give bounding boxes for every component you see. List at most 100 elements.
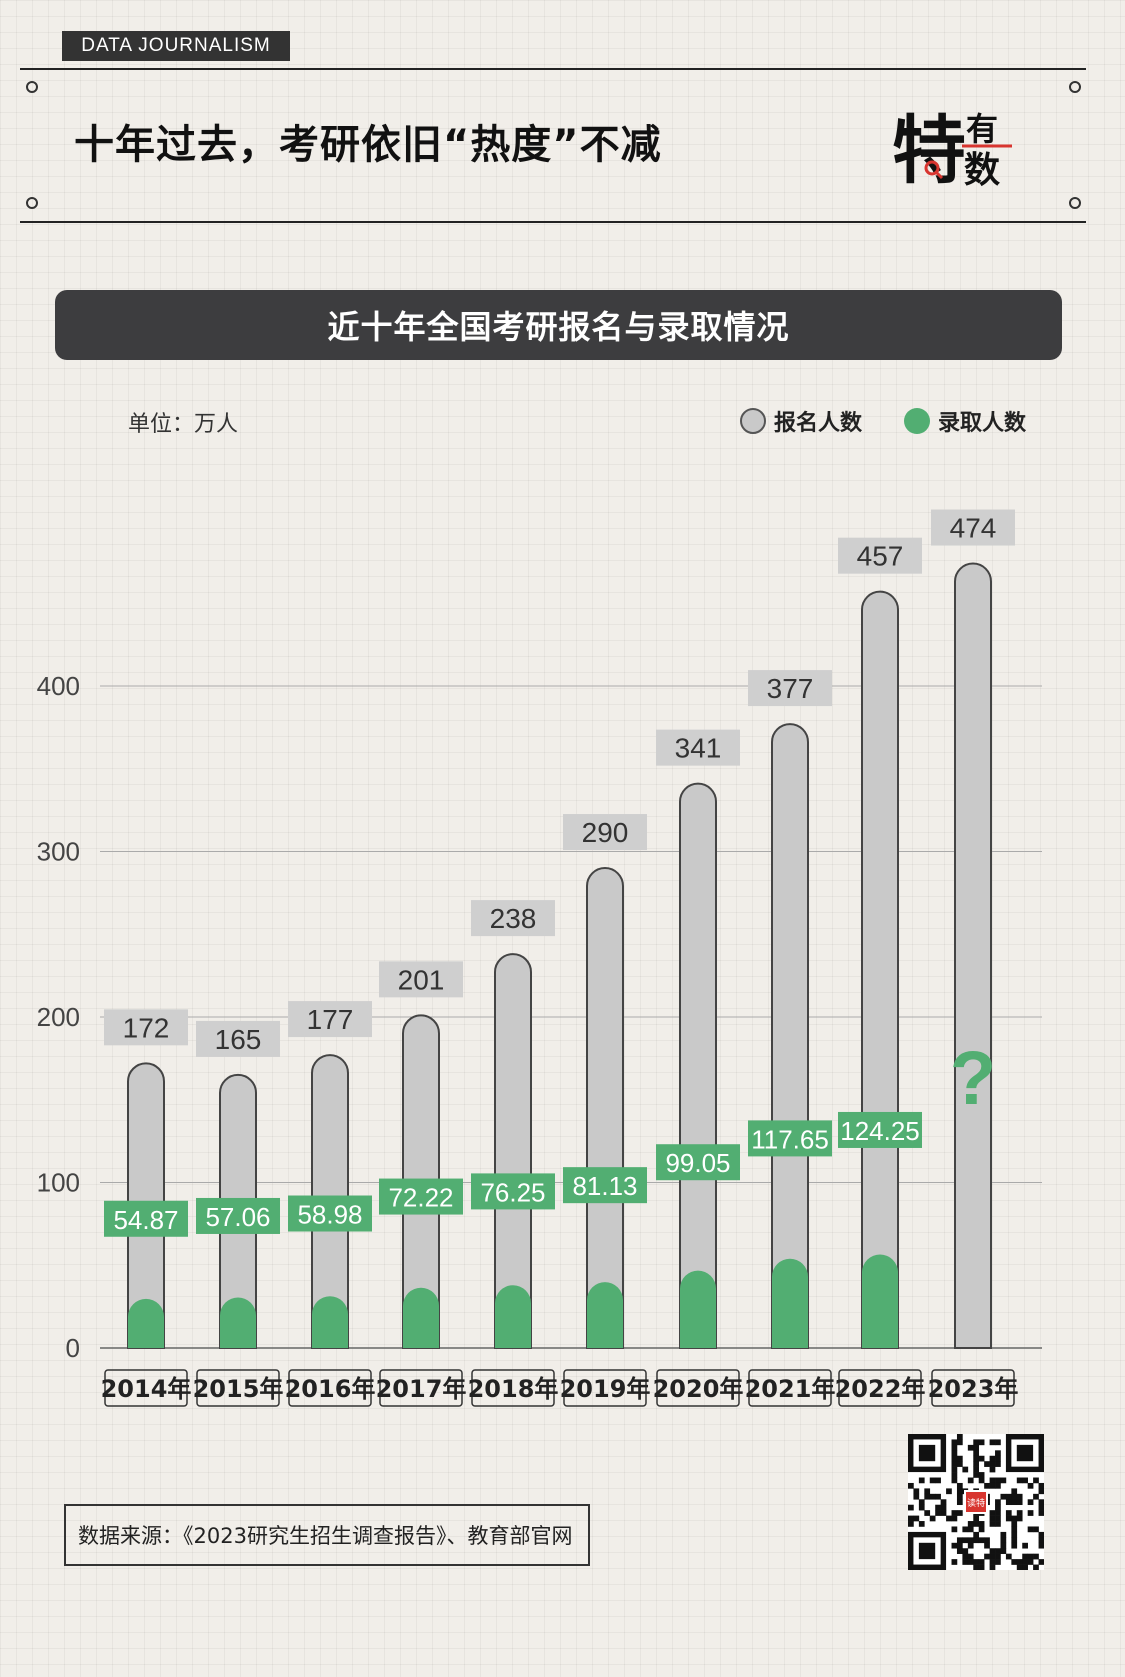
registration-value-label: 238: [490, 903, 537, 934]
admission-bar: [128, 1298, 164, 1348]
admission-bar: [403, 1287, 439, 1348]
admission-label-box: [379, 1178, 463, 1215]
registration-bar: [679, 782, 717, 1349]
x-tick-label: 2018年: [468, 1375, 559, 1403]
year-label-box: [748, 1369, 832, 1407]
admission-value-label: 99.05: [665, 1148, 730, 1178]
unit-label: 单位：万人: [128, 412, 239, 437]
admission-label-box: [471, 1173, 555, 1210]
admission-value-label: 124.25: [840, 1116, 920, 1146]
corner-dot: [1069, 197, 1081, 209]
registration-label-box: [748, 670, 832, 707]
corner-dot: [26, 81, 38, 93]
registration-value-label: 177: [307, 1004, 354, 1035]
admission-bar: [220, 1297, 256, 1348]
year-label-box: [104, 1369, 188, 1407]
header-top-rule: [20, 68, 1086, 70]
corner-dot: [1069, 81, 1081, 93]
admission-value-label: 81.13: [572, 1171, 637, 1201]
svg-text:有: 有: [966, 110, 998, 148]
year-label-box: [379, 1369, 463, 1407]
y-tick-label: 300: [37, 837, 80, 867]
x-tick-label: 2015年: [193, 1375, 284, 1403]
admission-label-box: [656, 1144, 740, 1181]
registration-value-label: 165: [215, 1024, 262, 1055]
registration-bar: [771, 723, 809, 1349]
registration-label-box: [288, 1001, 372, 1038]
admission-value-label: 117.65: [751, 1124, 829, 1154]
x-tick-label: 2020年: [653, 1375, 744, 1403]
registration-label-box: [471, 900, 555, 937]
admission-bar: [862, 1254, 898, 1348]
registration-value-label: 290: [582, 817, 629, 848]
x-tick-label: 2023年: [928, 1375, 1019, 1403]
year-label-box: [838, 1369, 922, 1407]
admission-label-box: [288, 1195, 372, 1232]
year-label-box: [288, 1369, 372, 1407]
page-title: 十年过去，考研依旧“热度”不减: [74, 122, 662, 168]
x-tick-label: 2021年: [745, 1375, 836, 1403]
chart-title-banner: 近十年全国考研报名与录取情况: [55, 290, 1062, 360]
admission-bar: [680, 1270, 716, 1348]
legend-swatch-green: [904, 408, 930, 434]
registration-label-box: [656, 729, 740, 766]
admission-label-box: [748, 1120, 832, 1157]
x-tick-label: 2017年: [376, 1375, 467, 1403]
x-tick-label: 2016年: [285, 1375, 376, 1403]
y-tick-label: 100: [37, 1168, 80, 1198]
y-tick-label: 0: [66, 1333, 80, 1363]
legend-label: 录取人数: [938, 411, 1027, 436]
admission-label-box: [104, 1200, 188, 1237]
registration-bar: [494, 953, 532, 1349]
svg-text:特: 特: [892, 108, 966, 193]
registration-label-box: [104, 1009, 188, 1046]
year-label-box: [471, 1369, 555, 1407]
x-tick-label: 2019年: [560, 1375, 651, 1403]
year-label-box: [563, 1369, 647, 1407]
registration-label-box: [931, 509, 1015, 546]
admission-label-box: [196, 1197, 280, 1234]
registration-bar: [954, 562, 992, 1349]
admission-value-label: 76.25: [480, 1177, 545, 1207]
svg-text:数: 数: [964, 150, 1000, 191]
legend-label: 报名人数: [774, 411, 863, 436]
legend-item-registrations: 报名人数: [740, 405, 862, 437]
registration-label-box: [563, 814, 647, 851]
registration-value-label: 172: [123, 1012, 170, 1043]
registration-bar: [861, 590, 899, 1349]
unknown-admission-marker: ?: [950, 1036, 996, 1121]
bar-chart: 0 100 200 300 400 172 54.87 2014年 165 57.06 2015年 1…: [37, 509, 1042, 1407]
year-label-box: [196, 1369, 280, 1407]
admission-bar: [312, 1296, 348, 1348]
legend-swatch-gray: [740, 408, 766, 434]
y-tick-label: 400: [37, 671, 80, 701]
admission-bar: [587, 1282, 623, 1348]
x-tick-label: 2022年: [835, 1375, 926, 1403]
registration-label-box: [838, 537, 922, 574]
registration-label-box: [196, 1020, 280, 1057]
registration-label-box: [379, 961, 463, 998]
year-label-box: [656, 1369, 740, 1407]
qr-code: 读特: [908, 1434, 1044, 1570]
registration-bar: [586, 867, 624, 1349]
registration-value-label: 457: [857, 541, 904, 572]
x-tick-label: 2014年: [101, 1375, 192, 1403]
admission-label-box: [838, 1111, 922, 1148]
data-journalism-tag: DATA JOURNALISM: [62, 31, 290, 61]
admission-bar: [772, 1258, 808, 1348]
header-bottom-rule: [20, 221, 1086, 223]
registration-value-label: 474: [950, 513, 997, 544]
admission-value-label: 54.87: [113, 1205, 178, 1235]
registration-value-label: 341: [675, 733, 722, 764]
admission-value-label: 58.98: [297, 1200, 362, 1230]
data-source-note: 数据来源：《2023研究生招生调查报告》、教育部官网: [64, 1504, 590, 1566]
y-tick-label: 200: [37, 1002, 80, 1032]
legend-item-admissions: 录取人数: [904, 405, 1026, 437]
admission-value-label: 57.06: [205, 1202, 270, 1232]
admission-bar: [495, 1285, 531, 1348]
admission-value-label: 72.22: [388, 1183, 453, 1213]
corner-dot: [26, 197, 38, 209]
year-label-box: [931, 1369, 1015, 1407]
logo: 特 有 数: [892, 108, 1012, 193]
registration-value-label: 377: [767, 673, 814, 704]
